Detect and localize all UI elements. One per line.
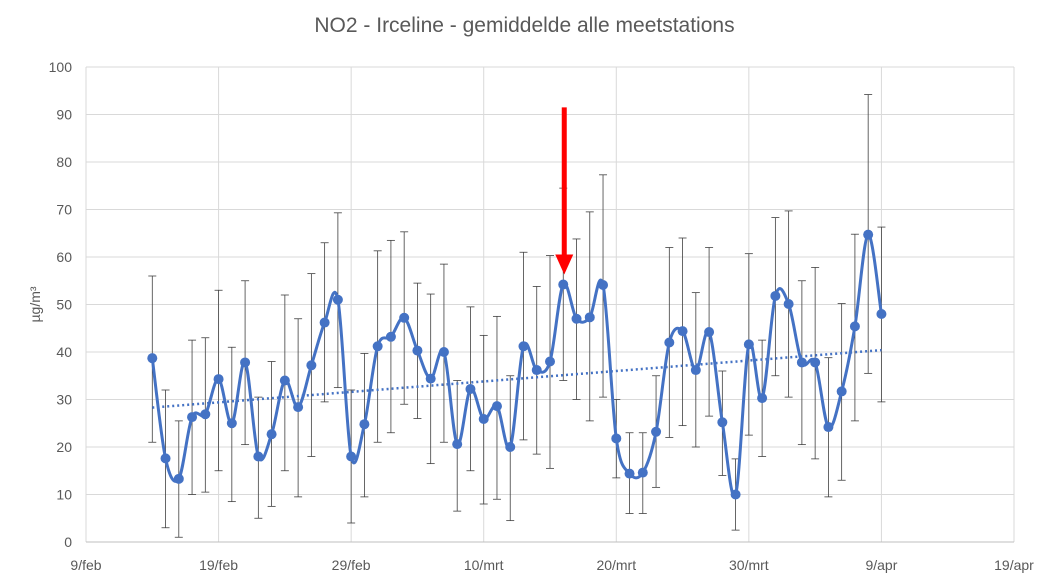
data-point bbox=[836, 386, 847, 397]
y-tick-label: 60 bbox=[56, 249, 72, 265]
data-point bbox=[677, 326, 688, 337]
data-point bbox=[491, 401, 502, 412]
data-point bbox=[876, 309, 887, 319]
data-point bbox=[823, 422, 834, 433]
y-tick-label: 10 bbox=[56, 487, 72, 503]
data-point bbox=[346, 451, 357, 462]
data-point bbox=[690, 365, 701, 376]
y-tick-label: 100 bbox=[49, 59, 73, 75]
data-point bbox=[518, 341, 529, 352]
data-point bbox=[226, 418, 237, 429]
trendline bbox=[152, 348, 882, 409]
data-point bbox=[399, 312, 410, 323]
data-point bbox=[240, 357, 251, 368]
annotation-arrow-head bbox=[555, 254, 574, 275]
y-tick-label: 50 bbox=[56, 297, 72, 313]
data-point bbox=[783, 299, 794, 310]
y-tick-label: 80 bbox=[56, 154, 72, 170]
chart-title: NO2 - Irceline - gemiddelde alle meetsta… bbox=[314, 14, 735, 37]
data-point bbox=[306, 360, 317, 371]
data-point bbox=[478, 413, 489, 424]
data-point bbox=[266, 429, 277, 440]
data-point bbox=[770, 290, 781, 301]
y-tick-label: 30 bbox=[56, 392, 72, 408]
data-point bbox=[425, 373, 436, 384]
y-tick-label: 90 bbox=[56, 107, 72, 123]
y-axis-label: µg/m³ bbox=[27, 286, 43, 322]
data-point bbox=[704, 327, 715, 338]
x-tick-label: 9/apr bbox=[865, 557, 897, 573]
data-point bbox=[810, 357, 821, 368]
data-point bbox=[359, 419, 370, 430]
data-point bbox=[253, 451, 264, 462]
data-point bbox=[332, 294, 343, 305]
x-tick-label: 29/feb bbox=[332, 557, 371, 573]
data-point bbox=[187, 412, 198, 423]
data-point bbox=[584, 312, 595, 323]
y-tick-label: 20 bbox=[56, 439, 72, 455]
data-point bbox=[651, 426, 662, 437]
data-point bbox=[637, 467, 648, 478]
data-point bbox=[147, 353, 158, 364]
data-point bbox=[558, 279, 569, 290]
data-point bbox=[173, 473, 184, 484]
data-point bbox=[412, 345, 423, 356]
data-point bbox=[624, 468, 635, 479]
data-point bbox=[849, 321, 860, 332]
x-tick-label: 9/feb bbox=[70, 557, 101, 573]
data-point bbox=[717, 417, 728, 428]
data-point bbox=[465, 384, 476, 395]
data-point bbox=[200, 409, 211, 420]
x-tick-label: 30/mrt bbox=[729, 557, 769, 573]
x-tick-label: 20/mrt bbox=[596, 557, 636, 573]
data-point bbox=[598, 280, 609, 291]
x-tick-label: 10/mrt bbox=[464, 557, 504, 573]
data-point bbox=[319, 317, 330, 328]
data-point bbox=[611, 433, 622, 444]
data-point bbox=[743, 339, 754, 350]
data-point bbox=[452, 439, 463, 450]
data-point bbox=[213, 374, 224, 385]
x-tick-label: 19/feb bbox=[199, 557, 238, 573]
data-point bbox=[757, 393, 768, 404]
y-tick-label: 70 bbox=[56, 202, 72, 218]
data-point bbox=[505, 442, 516, 452]
data-point bbox=[279, 375, 290, 386]
data-point bbox=[571, 313, 582, 324]
x-tick-label: 19/apr bbox=[994, 557, 1034, 573]
data-point bbox=[664, 337, 675, 348]
y-tick-label: 0 bbox=[64, 534, 72, 550]
data-point bbox=[438, 347, 449, 357]
data-point bbox=[385, 331, 396, 342]
data-point bbox=[293, 402, 304, 413]
data-point bbox=[730, 489, 741, 500]
y-tick-label: 40 bbox=[56, 344, 72, 360]
data-point bbox=[863, 229, 874, 240]
data-point bbox=[372, 341, 383, 352]
data-point bbox=[160, 453, 171, 464]
data-point bbox=[796, 357, 807, 368]
data-point bbox=[545, 356, 555, 367]
data-point bbox=[531, 365, 542, 376]
